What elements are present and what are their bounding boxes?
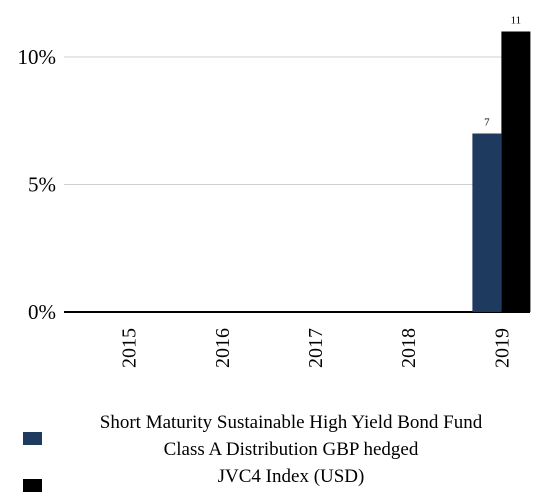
legend-label-index: JVC4 Index (USD) [217, 466, 365, 487]
legend-swatch-fund [23, 432, 42, 445]
legend-label-fund-line1: Short Maturity Sustainable High Yield Bo… [99, 412, 483, 433]
x-tick-label: 2019 [491, 328, 513, 368]
data-label: 7 [484, 117, 490, 129]
x-tick-label: 2016 [212, 328, 234, 368]
legend-swatch-index [23, 479, 42, 492]
bar-index-2019 [501, 31, 531, 312]
x-tick-label: 2018 [398, 328, 420, 368]
bar-fund-2019 [472, 133, 502, 312]
y-tick-label: 0% [28, 300, 56, 324]
legend-label-fund-line2: Class A Distribution GBP hedged [163, 439, 419, 460]
x-tick-label: 2017 [305, 328, 327, 368]
data-label: 11 [511, 15, 522, 27]
y-tick-label: 5% [28, 173, 56, 197]
bar-chart: 0% 5% 10% 2015 2016 2017 2018 2019 7 11 [18, 15, 531, 368]
y-tick-label: 10% [18, 45, 57, 69]
x-tick-label: 2015 [119, 328, 141, 368]
